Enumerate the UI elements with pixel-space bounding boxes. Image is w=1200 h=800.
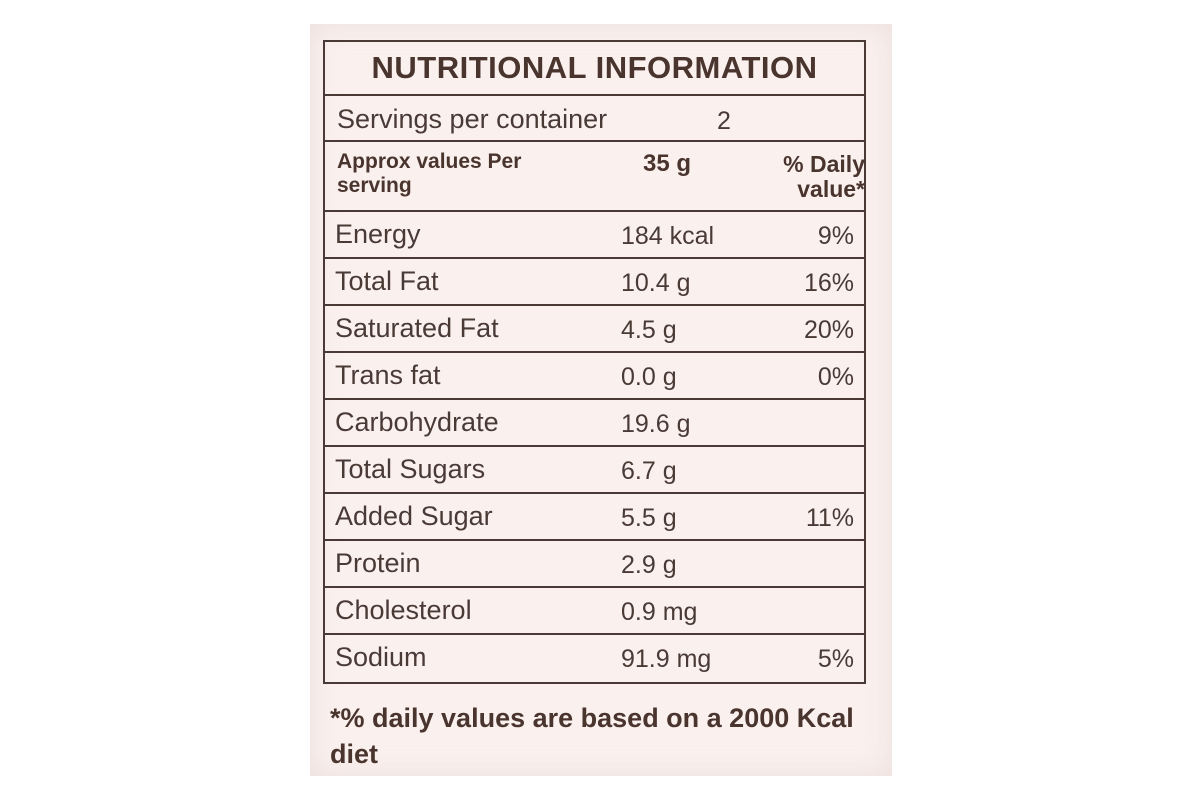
nutrient-amount: 5.5 g [621,504,677,532]
nutrient-amount: 2.9 g [621,551,677,579]
nutrient-name: Total Fat [335,266,439,296]
nutrient-row-total-fat: Total Fat 10.4 g 16% [325,259,864,306]
nutrient-name: Trans fat [335,360,441,390]
header-daily-value: % Daily value* [783,151,865,202]
column-header-row: Approx values Per serving 35 g % Daily v… [325,142,865,212]
nutrient-row-trans-fat: Trans fat 0.0 g 0% [325,353,864,400]
nutrient-daily-value: 11% [805,504,854,532]
header-serving-size: 35 g [643,150,692,177]
nutrient-amount: 4.5 g [621,316,677,344]
daily-value-footnote: *% daily values are based on a 2000 Kcal… [330,703,854,769]
nutrient-name: Sodium [335,642,427,672]
nutrient-daily-value: 9% [817,222,854,250]
nutrient-amount: 6.7 g [621,457,677,485]
nutrient-row-carbohydrate: Carbohydrate 19.6 g [325,400,864,447]
nutrient-amount: 19.6 g [621,410,691,438]
nutrient-amount: 184 kcal [621,222,715,250]
nutrient-daily-value: 16% [803,269,854,297]
nutrient-row-cholesterol: Cholesterol 0.9 mg [325,588,864,635]
nutrient-name: Energy [335,219,421,249]
table-title: NUTRITIONAL INFORMATION [325,42,864,96]
nutrition-table: NUTRITIONAL INFORMATION Servings per con… [323,40,866,684]
nutrient-amount: 91.9 mg [621,645,712,673]
nutrient-name: Added Sugar [335,501,493,531]
nutrient-name: Protein [335,548,421,578]
nutrient-daily-value: 20% [803,316,854,344]
servings-label: Servings per container [337,104,608,134]
nutrient-amount: 0.0 g [621,363,677,391]
nutrient-row-added-sugar: Added Sugar 5.5 g 11% [325,494,864,541]
nutrient-row-total-sugars: Total Sugars 6.7 g [325,447,864,494]
servings-row: Servings per container 2 [325,96,864,142]
nutrient-name: Carbohydrate [335,407,499,437]
nutrient-daily-value: 0% [817,363,854,391]
nutrient-row-saturated-fat: Saturated Fat 4.5 g 20% [325,306,864,353]
header-per-serving: Approx values Per serving [337,150,522,197]
servings-value: 2 [717,107,731,135]
label-panel [310,24,892,776]
nutrient-daily-value: 5% [817,645,854,673]
nutrient-row-protein: Protein 2.9 g [325,541,864,588]
nutrient-amount: 0.9 mg [621,598,698,626]
nutrient-name: Total Sugars [335,454,486,484]
nutrient-name: Cholesterol [335,595,472,625]
nutrient-name: Saturated Fat [335,313,499,343]
nutrient-row-sodium: Sodium 91.9 mg 5% [325,635,864,682]
nutrient-row-energy: Energy 184 kcal 9% [325,212,864,259]
nutrient-amount: 10.4 g [621,269,691,297]
